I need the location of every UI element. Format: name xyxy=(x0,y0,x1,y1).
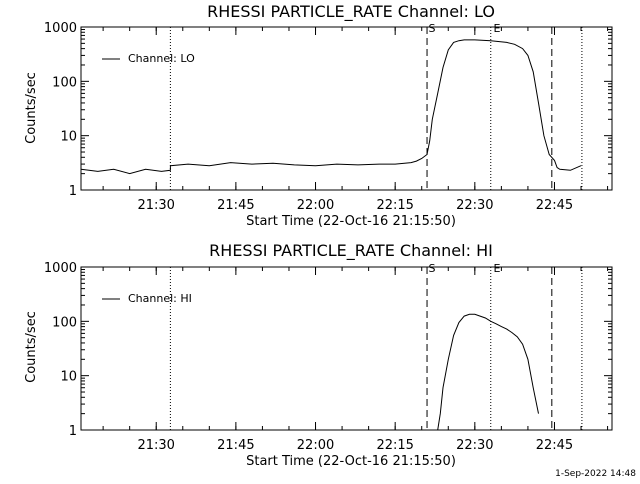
series-line-0 xyxy=(437,313,539,431)
y-tick-label: 1000 xyxy=(44,261,77,276)
marker-start-label: S xyxy=(429,262,436,275)
x-tick-label: 22:00 xyxy=(297,198,334,213)
y-tick-label: 10 xyxy=(60,130,77,145)
y-tick-label: 100 xyxy=(52,315,77,330)
panel-lo: RHESSI PARTICLE_RATE Channel: LO Start T… xyxy=(24,2,613,229)
marker-end-label: E xyxy=(494,22,501,35)
x-tick-label: 22:30 xyxy=(456,438,493,453)
chart-title: RHESSI PARTICLE_RATE Channel: LO xyxy=(207,2,495,22)
y-axis-label: Counts/sec xyxy=(24,72,39,144)
panel-hi: RHESSI PARTICLE_RATE Channel: HI Start T… xyxy=(24,241,613,469)
x-axis-label: Start Time (22-Oct-16 21:15:50) xyxy=(246,454,456,469)
footer-timestamp: 1-Sep-2022 14:48 xyxy=(555,469,636,479)
y-tick-label: 1 xyxy=(69,184,77,199)
legend-label: Channel: LO xyxy=(128,52,195,65)
x-tick-label: 21:30 xyxy=(137,198,174,213)
plot-frame xyxy=(80,26,613,191)
x-tick-label: 22:30 xyxy=(456,198,493,213)
x-tick-label: 22:45 xyxy=(536,198,573,213)
chart-title: RHESSI PARTICLE_RATE Channel: HI xyxy=(209,241,493,261)
x-axis-label: Start Time (22-Oct-16 21:15:50) xyxy=(246,214,456,229)
plot-frame xyxy=(80,266,613,431)
x-tick-label: 21:45 xyxy=(217,198,254,213)
series-line-0 xyxy=(80,39,582,175)
marker-start-label: S xyxy=(429,22,436,35)
x-tick-label: 22:45 xyxy=(536,438,573,453)
marker-end-label: E xyxy=(494,262,501,275)
x-tick-label: 21:30 xyxy=(137,438,174,453)
y-tick-label: 10 xyxy=(60,370,77,385)
y-tick-label: 1000 xyxy=(44,21,77,36)
y-tick-label: 1 xyxy=(69,424,77,439)
x-tick-label: 22:15 xyxy=(376,198,413,213)
x-tick-label: 22:00 xyxy=(297,438,334,453)
x-tick-label: 21:45 xyxy=(217,438,254,453)
legend-label: Channel: HI xyxy=(128,292,192,305)
x-tick-label: 22:15 xyxy=(376,438,413,453)
y-tick-label: 100 xyxy=(52,75,77,90)
y-axis-label: Counts/sec xyxy=(24,311,39,383)
